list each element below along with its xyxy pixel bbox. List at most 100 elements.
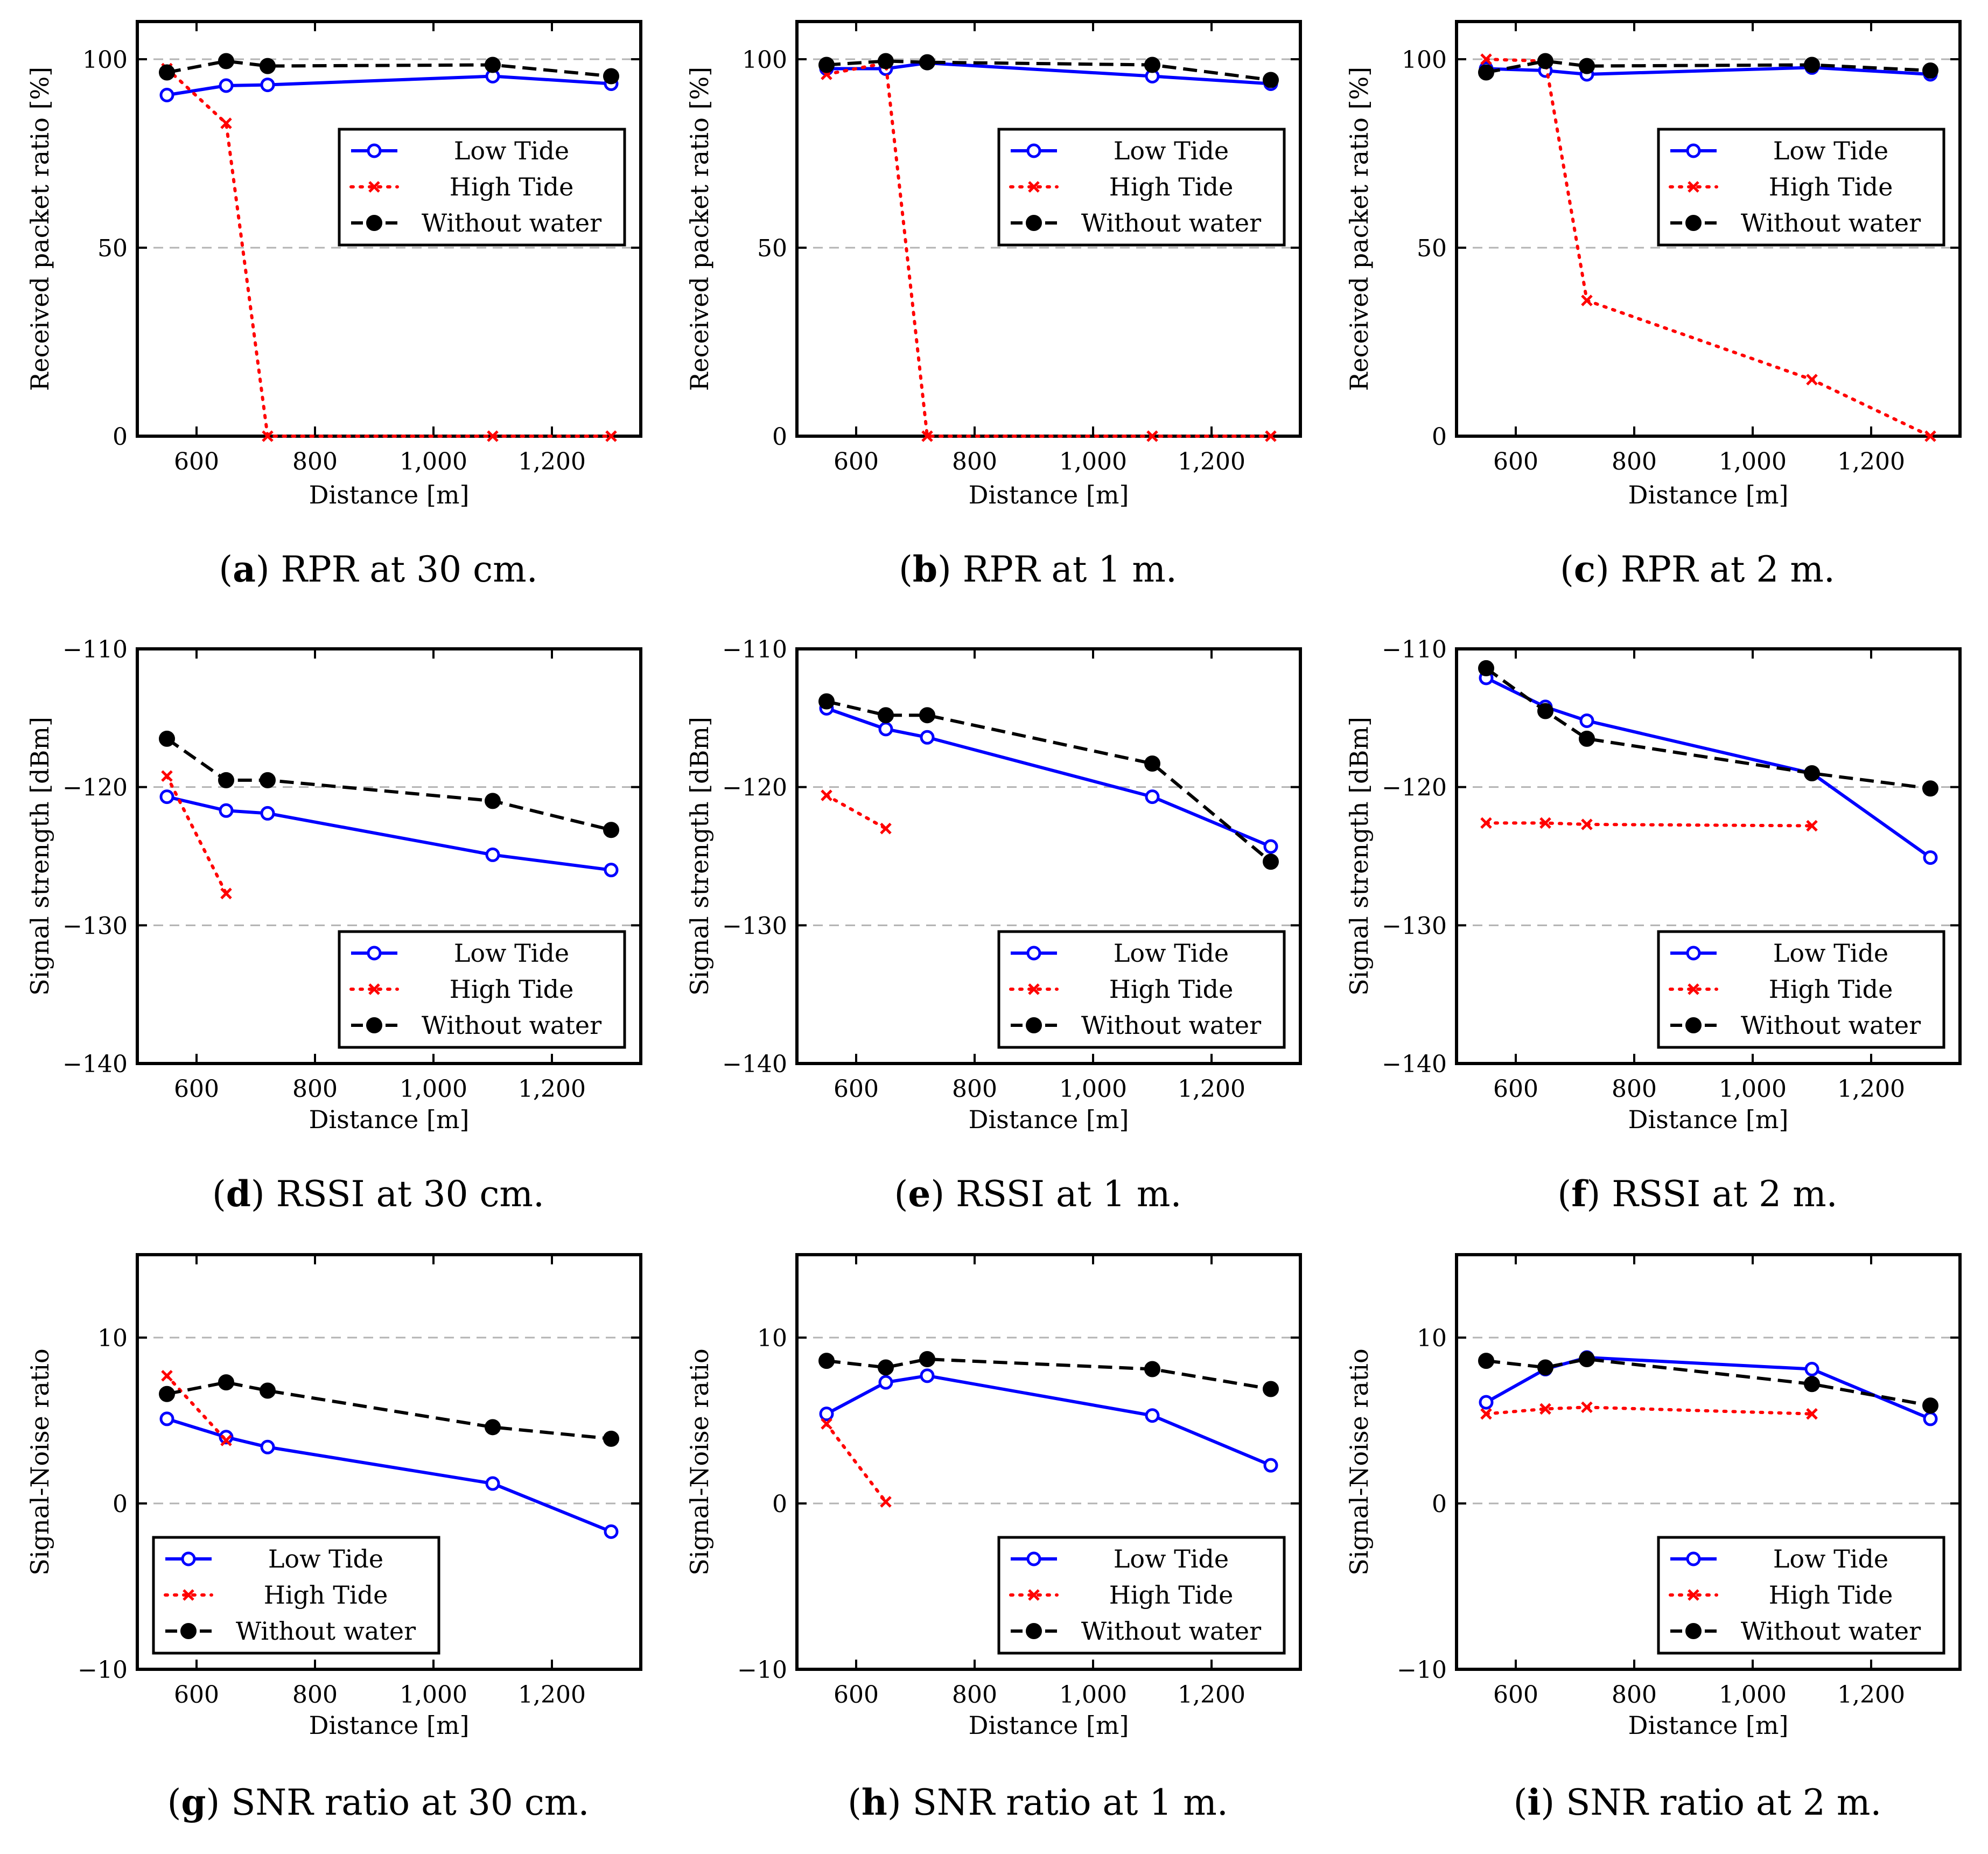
y-tick-label: 50 (757, 235, 787, 262)
legend-marker-low-tide (1026, 946, 1041, 961)
data-point-without-water (818, 1353, 835, 1369)
legend-marker-without-water (1026, 215, 1042, 231)
legend-label-high-tide: High Tide (1109, 975, 1234, 1004)
series-line-without-water (166, 737, 612, 832)
y-tick-label: −130 (62, 912, 128, 940)
data-point-without-water (1804, 1376, 1820, 1393)
data-point-high-tide (880, 822, 892, 835)
caption-letter: e (908, 1173, 930, 1215)
legend: Low Tide High Tide Without water (1657, 1536, 1945, 1655)
plot-frame (136, 1253, 642, 1671)
data-point-high-tide (1581, 1401, 1593, 1414)
data-point-low-tide (604, 863, 619, 878)
legend-label-low-tide: Low Tide (1114, 136, 1229, 165)
data-point-without-water (1804, 765, 1820, 781)
data-point-without-water (1478, 64, 1494, 81)
data-point-low-tide (260, 1439, 275, 1454)
series-low-tide (159, 789, 619, 878)
data-point-high-tide (220, 117, 232, 129)
data-point-without-water (878, 1359, 894, 1376)
legend-marker-low-tide (1686, 1551, 1701, 1566)
chart-panel-d: −140 −130 −120 −110 600 800 1,000 1,200 Distance… (25, 636, 642, 1215)
legend-label-high-tide: High Tide (1109, 1580, 1234, 1610)
series-without-water (818, 53, 1279, 88)
y-tick-label: −140 (722, 1051, 787, 1078)
y-tick-label: 0 (1432, 1491, 1447, 1518)
series-line-low-tide (827, 61, 1271, 86)
x-tick-label: 1,000 (1059, 1681, 1127, 1709)
plot-frame (1455, 20, 1962, 438)
data-point-without-water (603, 822, 619, 838)
data-point-high-tide (1265, 430, 1277, 442)
x-tick-label: 1,000 (1059, 448, 1127, 475)
x-axis-label: Distance [m] (1628, 1711, 1789, 1740)
legend-label-without-water: Without water (236, 1617, 416, 1646)
data-point-without-water (919, 1351, 935, 1368)
data-point-high-tide (487, 430, 499, 442)
data-point-without-water (159, 1386, 175, 1402)
legend-label-without-water: Without water (422, 208, 601, 237)
series-line-without-water (1485, 667, 1931, 790)
x-axis-label: Distance [m] (969, 1711, 1129, 1740)
legend: Low Tide High Tide Without water (338, 128, 626, 247)
series-line-low-tide (166, 795, 612, 872)
data-point-without-water (919, 54, 935, 71)
y-tick-label: −110 (1382, 636, 1447, 663)
data-point-low-tide (1479, 1395, 1494, 1410)
data-point-low-tide (219, 78, 234, 93)
y-tick-label: 10 (97, 1325, 128, 1352)
legend-label-low-tide: Low Tide (454, 939, 569, 968)
x-tick-label: 800 (1612, 1075, 1657, 1103)
series-line-low-tide (166, 1417, 612, 1534)
series-line-high-tide (825, 1422, 887, 1503)
data-point-low-tide (219, 1430, 234, 1445)
legend: Low Tide High Tide Without water (997, 1536, 1286, 1655)
data-point-without-water (1922, 780, 1938, 797)
data-point-low-tide (159, 1411, 174, 1426)
chart-panel-f: −140 −130 −120 −110 600 800 1,000 1,200 Distance… (1345, 636, 1962, 1215)
data-point-without-water (1922, 1397, 1938, 1414)
data-point-without-water (878, 707, 894, 724)
data-point-high-tide (921, 430, 933, 442)
data-point-low-tide (920, 730, 935, 745)
series-line-high-tide (825, 794, 887, 830)
caption-text: ) RPR at 1 m. (937, 549, 1177, 590)
x-tick-label: 1,200 (1837, 1075, 1905, 1103)
legend-label-without-water: Without water (1741, 208, 1921, 237)
x-tick-label: 1,200 (1837, 448, 1905, 475)
legend-label-without-water: Without water (1081, 1617, 1261, 1646)
plot-frame (1455, 1253, 1962, 1671)
legend-marker-high-tide (1028, 983, 1040, 995)
data-point-low-tide (485, 847, 500, 862)
x-tick-label: 600 (834, 1681, 879, 1709)
legend-marker-without-water (180, 1623, 197, 1639)
panel-caption: (a) RPR at 30 cm. (219, 548, 537, 590)
x-axis-label: Distance [m] (969, 1105, 1129, 1134)
caption-text: ) SNR ratio at 30 cm. (206, 1782, 589, 1823)
y-axis-label: Signal strength [dBm] (25, 717, 54, 996)
data-point-high-tide (1539, 1403, 1551, 1415)
legend-label-high-tide: High Tide (264, 1580, 388, 1610)
panel-caption: (i) SNR ratio at 2 m. (1514, 1781, 1882, 1823)
data-point-without-water (818, 693, 835, 710)
legend-marker-high-tide (1028, 181, 1040, 193)
legend: Low Tide High Tide Without water (1657, 930, 1945, 1049)
legend-label-without-water: Without water (1081, 1011, 1261, 1040)
data-point-without-water (218, 53, 234, 69)
plot-frame (136, 647, 642, 1065)
y-tick-label: −120 (62, 774, 128, 802)
legend-marker-without-water (1026, 1623, 1042, 1639)
data-point-without-water (218, 772, 234, 788)
data-point-without-water (260, 58, 276, 74)
data-point-high-tide (1539, 817, 1551, 829)
y-axis-label: Received packet ratio [%] (685, 67, 714, 391)
data-point-low-tide (1923, 1411, 1938, 1426)
data-point-low-tide (159, 789, 174, 804)
caption-letter: h (862, 1781, 887, 1823)
data-point-high-tide (821, 1418, 832, 1430)
y-tick-label: 10 (1417, 1325, 1447, 1352)
data-point-high-tide (880, 1496, 892, 1508)
y-tick-label: −140 (1382, 1051, 1447, 1078)
panel-caption: (c) RPR at 2 m. (1560, 548, 1835, 590)
series-high-tide (161, 770, 232, 900)
